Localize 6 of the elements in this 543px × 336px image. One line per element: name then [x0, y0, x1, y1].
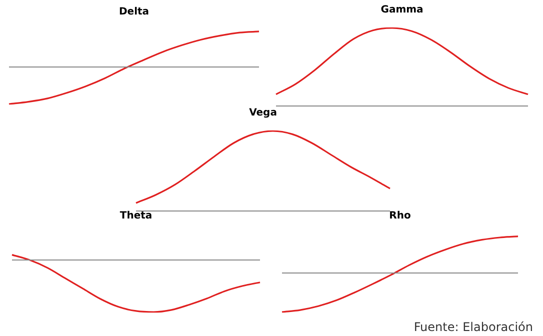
source-note: Fuente: Elaboración — [414, 320, 533, 334]
chart-title: Delta — [118, 6, 150, 18]
chart-title: Vega — [249, 108, 277, 119]
chart-title: Rho — [389, 210, 411, 222]
chart-title: Theta — [120, 210, 152, 222]
chart-title: Gamma — [380, 4, 424, 16]
